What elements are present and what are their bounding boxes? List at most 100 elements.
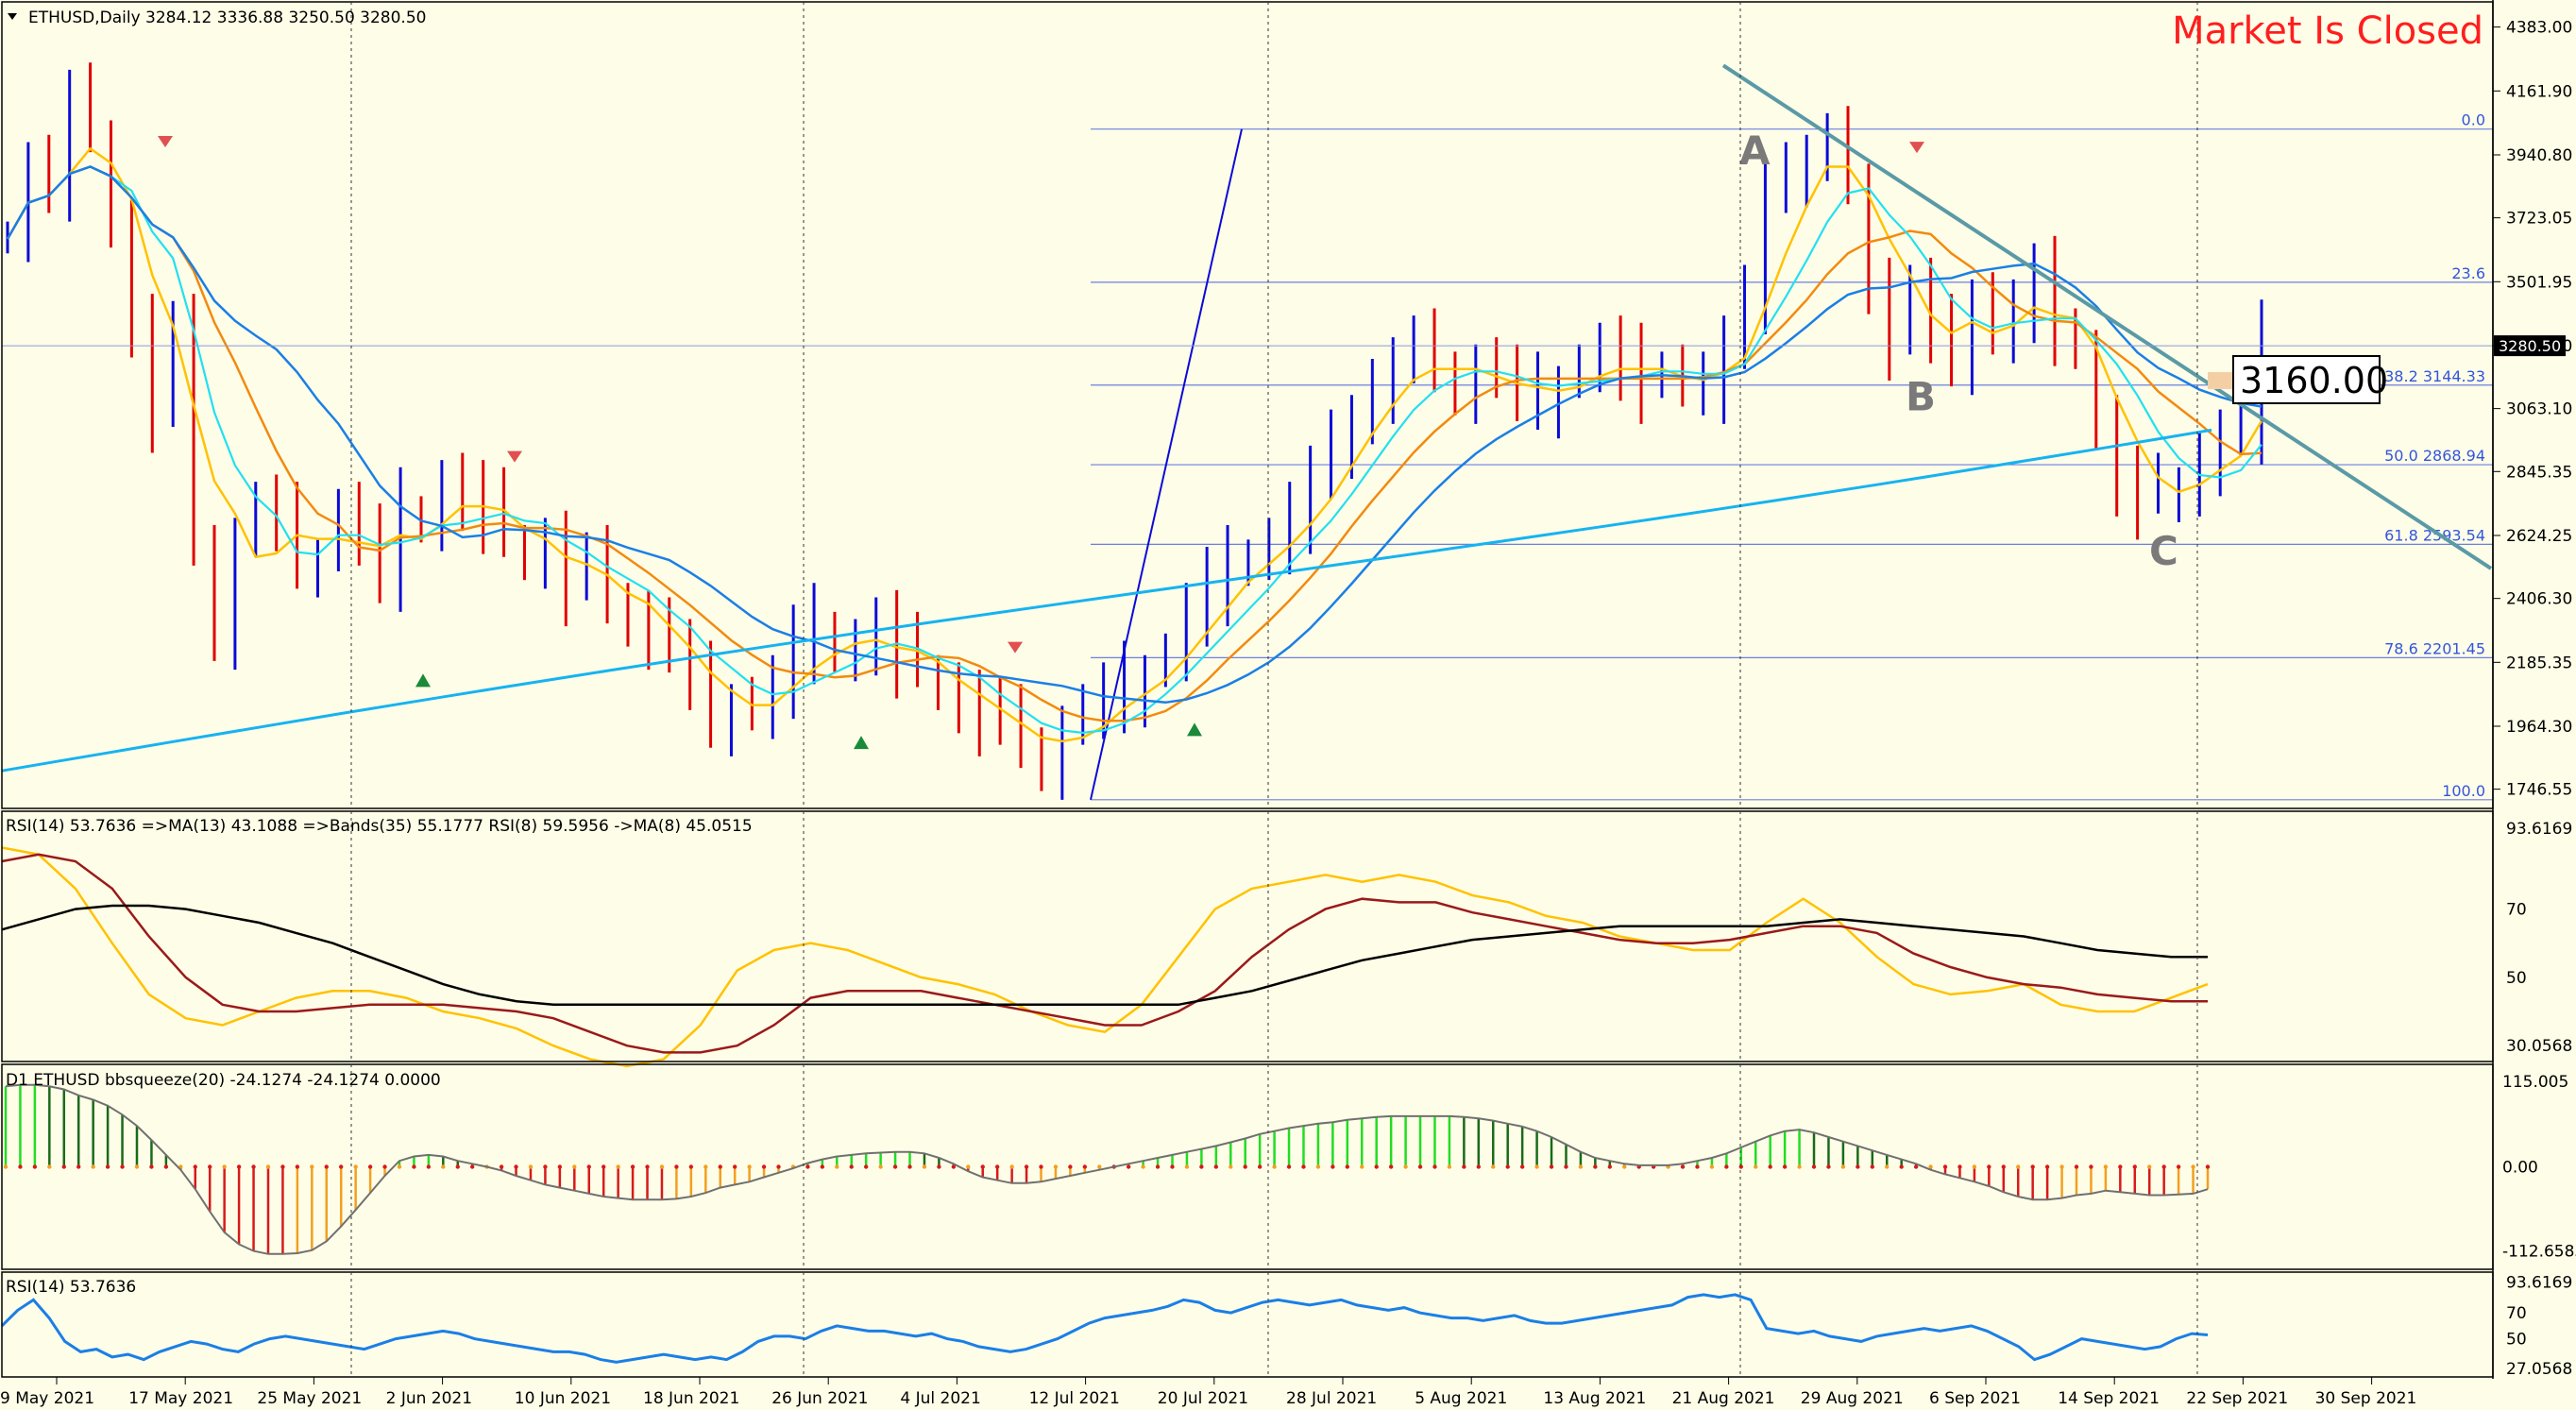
y-tick-label: 1964.30	[2506, 718, 2572, 737]
squeeze-dot	[1709, 1164, 1715, 1169]
squeeze-dot	[732, 1164, 737, 1169]
x-tick-label: 18 Jun 2021	[643, 1389, 739, 1408]
squeeze-dot	[2132, 1164, 2137, 1169]
x-tick-label: 30 Sep 2021	[2315, 1389, 2417, 1408]
squeeze-dot	[601, 1164, 606, 1169]
squeeze-dot	[1564, 1164, 1568, 1169]
squeeze-dot	[1141, 1164, 1145, 1169]
squeeze-dot	[1184, 1164, 1190, 1169]
callout-marker	[2208, 371, 2238, 389]
x-tick-label: 28 Jul 2021	[1286, 1389, 1377, 1408]
rsi-series-line	[1, 853, 2208, 1054]
wave-label: C	[2149, 528, 2178, 574]
squeeze-dot	[1403, 1164, 1408, 1169]
y-tick-label: 3501.95	[2506, 273, 2572, 292]
squeeze-dot	[367, 1164, 373, 1169]
squeeze-dot	[1607, 1164, 1613, 1169]
fractal-arrow-icon	[854, 736, 869, 750]
squeeze-dot	[616, 1164, 620, 1169]
price-callout-box[interactable]	[2232, 354, 2381, 404]
squeeze-dot	[2016, 1164, 2021, 1169]
squeeze-dot	[2176, 1164, 2181, 1169]
downtrend-line[interactable]	[1721, 63, 2493, 570]
squeeze-dot	[1039, 1164, 1043, 1169]
x-tick-label: 5 Aug 2021	[1415, 1389, 1507, 1408]
squeeze-dot	[426, 1164, 432, 1169]
squeeze-dot	[455, 1164, 460, 1169]
ma-cyan-line	[7, 165, 2262, 735]
fib-level-label: 38.2 3144.33	[2384, 367, 2485, 385]
momentum-outline	[5, 1083, 2209, 1255]
squeeze-dot	[1593, 1164, 1598, 1169]
squeeze-dot	[1082, 1164, 1088, 1169]
squeeze-dot	[2074, 1164, 2079, 1169]
x-tick-label: 12 Jul 2021	[1029, 1389, 1120, 1408]
fib-level-label: 0.0	[2462, 111, 2485, 129]
squeeze-dot	[543, 1164, 548, 1169]
bbsqueeze-panel[interactable]: 115.005 0.00 -112.6585	[3, 1073, 2576, 1262]
last-price-tag-text: 3280.50	[2499, 337, 2561, 355]
squeeze-dot	[2205, 1164, 2211, 1169]
squeeze-dot	[1053, 1164, 1059, 1169]
squeeze-dot	[776, 1164, 781, 1169]
squeeze-dot	[1519, 1164, 1525, 1169]
squeeze-dot	[324, 1164, 329, 1169]
squeeze-dot	[208, 1164, 212, 1169]
y-tick-label: 30.0568	[2506, 1037, 2572, 1056]
squeeze-dot	[1229, 1164, 1233, 1169]
ma-200-line	[1, 428, 2212, 773]
rsi14-line	[0, 1293, 2209, 1364]
rsi14-panel[interactable]: 93.6169 70 50 27.0568	[0, 1274, 2572, 1380]
squeeze-dot	[835, 1164, 839, 1169]
y-tick-label: 4383.00	[2506, 19, 2572, 38]
squeeze-dot	[1899, 1164, 1904, 1169]
y-tick-label: 3940.80	[2506, 146, 2572, 165]
squeeze-dot	[441, 1164, 446, 1169]
squeeze-dot	[1840, 1164, 1846, 1169]
y-tick-label: 93.6169	[2506, 1274, 2572, 1293]
rsi-panel-title: RSI(14) 53.7636 =>MA(13) 43.1088 =>Bands…	[6, 817, 753, 836]
fib-level-label: 50.0 2868.94	[2384, 447, 2485, 465]
squeeze-dot	[1243, 1164, 1247, 1169]
y-tick-label: 27.0568	[2506, 1360, 2572, 1379]
squeeze-dot	[251, 1164, 256, 1169]
rsi-bands-panel[interactable]: 93.6169 70 50 30.0568	[1, 820, 2572, 1068]
squeeze-dot	[1199, 1164, 1204, 1169]
fractal-arrow-icon	[158, 135, 173, 147]
squeeze-dot	[105, 1164, 110, 1169]
x-tick-label: 10 Jun 2021	[515, 1389, 611, 1408]
squeeze-dot	[1826, 1164, 1831, 1169]
squeeze-dot	[2191, 1164, 2195, 1169]
squeeze-dot	[1374, 1164, 1379, 1169]
y-tick-label: -112.6585	[2502, 1242, 2576, 1261]
squeeze-dot	[1856, 1164, 1860, 1169]
squeeze-dot	[163, 1164, 169, 1169]
x-axis: 9 May 2021 17 May 2021 25 May 2021 2 Jun 20…	[0, 2, 2416, 1408]
y-tick-label: 2185.35	[2506, 654, 2572, 672]
x-tick-label: 21 Aug 2021	[1672, 1389, 1775, 1408]
squeeze-dot	[1462, 1164, 1466, 1169]
squeeze-dot	[557, 1164, 563, 1169]
dropdown-triangle-icon[interactable]	[8, 13, 17, 20]
squeeze-dot	[2147, 1164, 2152, 1169]
y-tick-label: 50	[2506, 1331, 2527, 1350]
squeeze-dot	[2118, 1164, 2123, 1169]
rsi-series-line	[1, 846, 2209, 1068]
x-tick-label: 14 Sep 2021	[2058, 1389, 2160, 1408]
squeeze-dot	[1987, 1164, 1991, 1169]
squeeze-dot	[1549, 1164, 1554, 1169]
price-panel[interactable]: 4383.00 4161.90 3940.80 3723.05 3501.95 3280.…	[1, 19, 2572, 801]
rsi-frame	[1, 810, 2494, 1062]
fib-level-label: 78.6 2201.45	[2384, 639, 2485, 657]
squeeze-dot	[2089, 1164, 2093, 1169]
squeeze-dot	[1695, 1164, 1700, 1169]
y-tick-label: 2624.25	[2506, 527, 2572, 546]
squeeze-dot	[1360, 1164, 1364, 1169]
squeeze-dot	[1768, 1164, 1772, 1169]
squeeze-dot	[1009, 1164, 1014, 1169]
fib-level-label: 61.8 2593.54	[2384, 526, 2485, 544]
squeeze-dot	[1417, 1164, 1423, 1169]
x-tick-label: 25 May 2021	[257, 1389, 362, 1408]
